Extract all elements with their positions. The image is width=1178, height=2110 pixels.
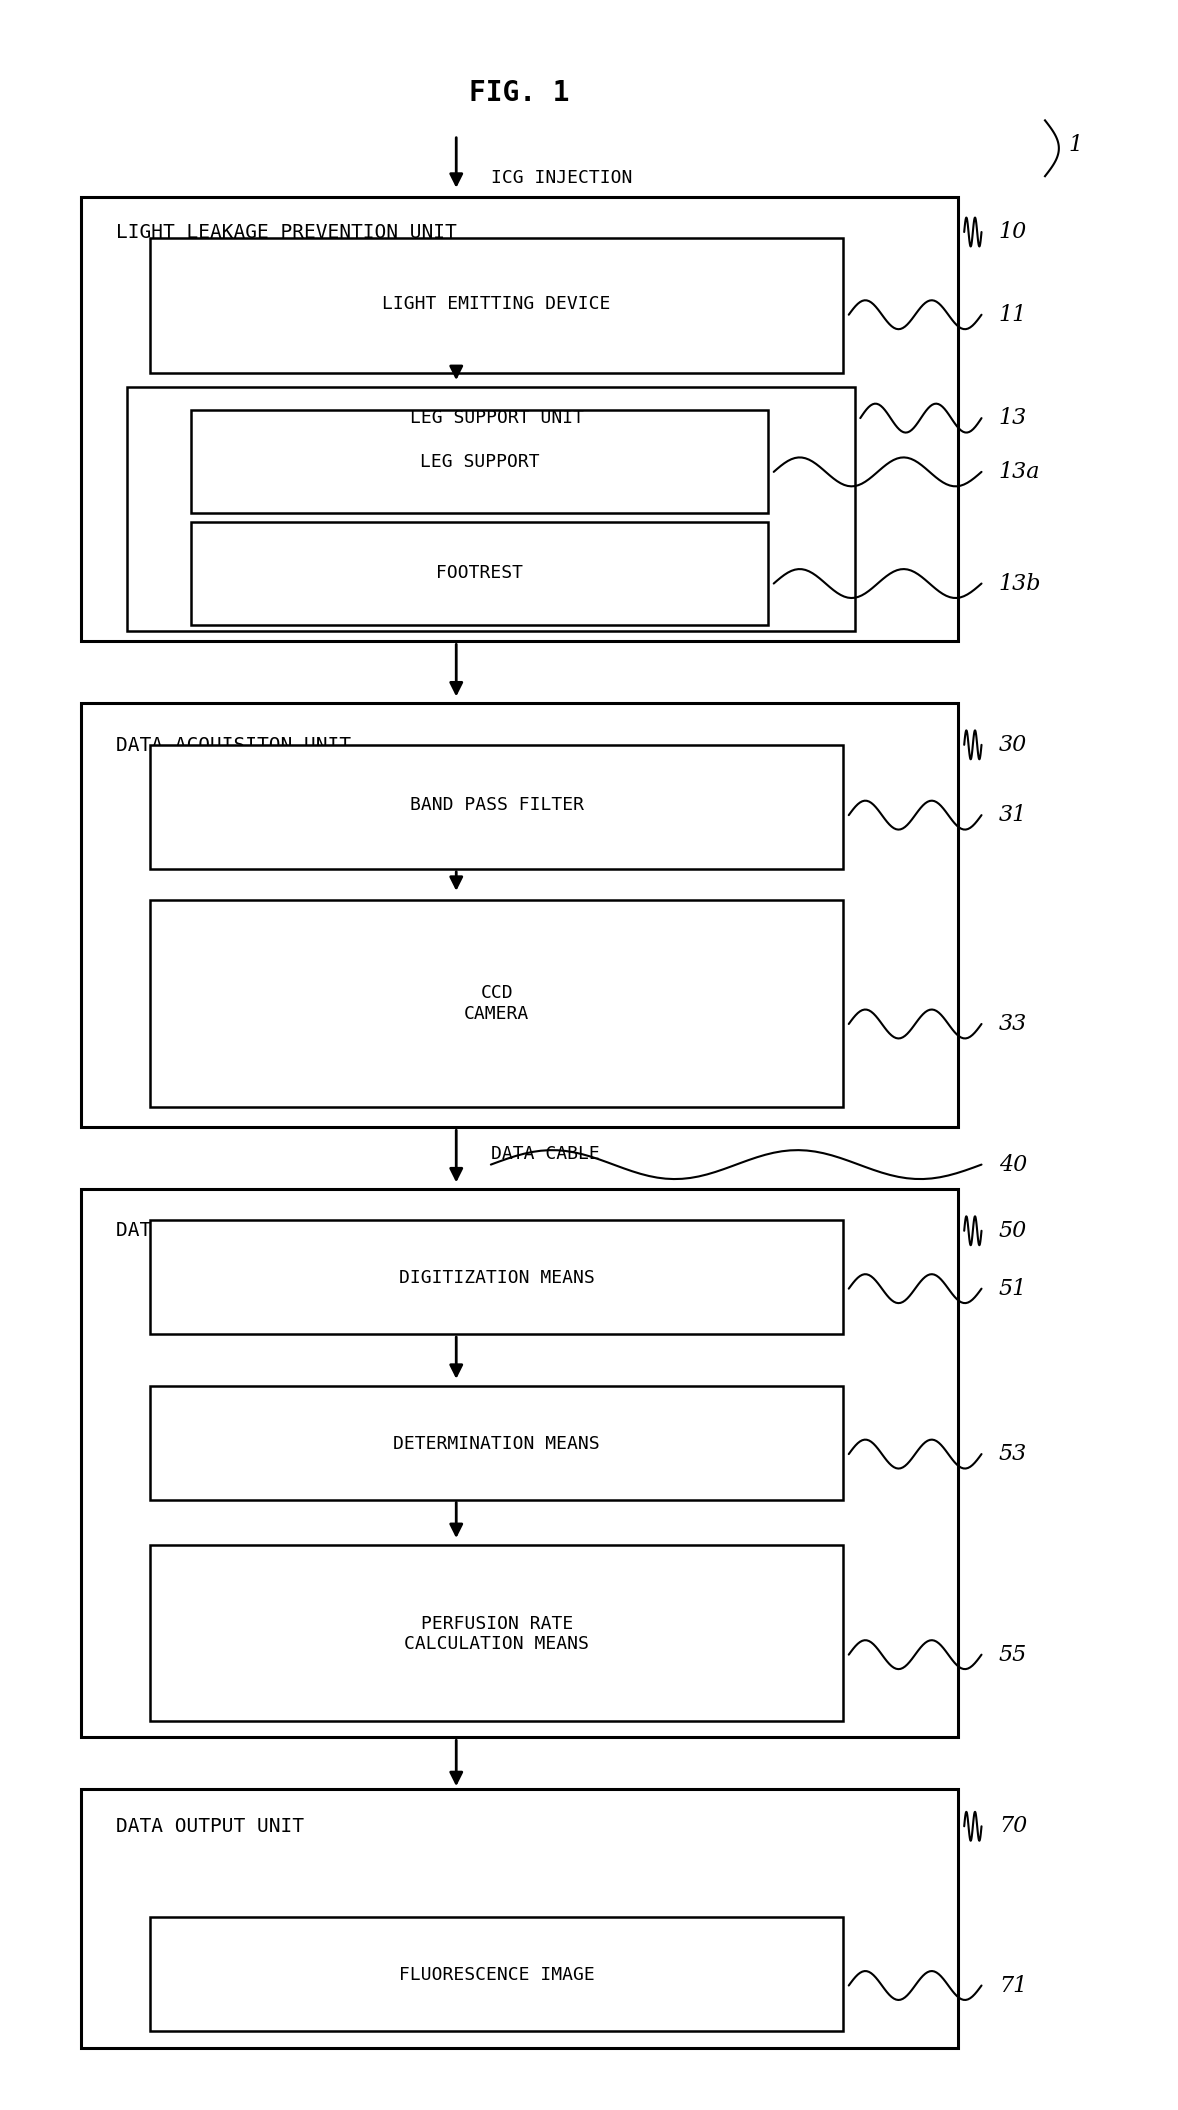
Text: DATA OUTPUT UNIT: DATA OUTPUT UNIT <box>115 1817 304 1836</box>
Text: 13b: 13b <box>999 572 1041 595</box>
Text: 31: 31 <box>999 804 1027 827</box>
Text: 1: 1 <box>1068 135 1083 156</box>
Text: 71: 71 <box>999 1975 1027 1996</box>
Text: LIGHT LEAKAGE PREVENTION UNIT: LIGHT LEAKAGE PREVENTION UNIT <box>115 222 456 241</box>
Text: 13: 13 <box>999 407 1027 428</box>
Text: LEG SUPPORT UNIT: LEG SUPPORT UNIT <box>410 409 583 426</box>
Text: 30: 30 <box>999 734 1027 755</box>
Text: LIGHT EMITTING DEVICE: LIGHT EMITTING DEVICE <box>383 295 611 314</box>
Bar <box>127 386 854 631</box>
Text: 11: 11 <box>999 304 1027 325</box>
Bar <box>191 521 768 625</box>
Bar <box>151 1545 843 1722</box>
Text: DIGITIZATION MEANS: DIGITIZATION MEANS <box>399 1270 595 1287</box>
Bar <box>151 1918 843 2032</box>
Bar <box>151 1220 843 1334</box>
Bar <box>81 1190 959 1737</box>
Bar <box>151 899 843 1106</box>
Text: FLUORESCENCE IMAGE: FLUORESCENCE IMAGE <box>399 1967 595 1983</box>
Text: DETERMINATION MEANS: DETERMINATION MEANS <box>393 1435 600 1454</box>
Bar <box>81 1789 959 2047</box>
Text: DATA CABLE: DATA CABLE <box>491 1146 600 1163</box>
Text: 51: 51 <box>999 1279 1027 1300</box>
Text: 10: 10 <box>999 222 1027 243</box>
Bar <box>151 745 843 869</box>
Text: 33: 33 <box>999 1013 1027 1036</box>
Text: ICG INJECTION: ICG INJECTION <box>491 169 633 188</box>
Bar <box>151 1386 843 1500</box>
Text: FIG. 1: FIG. 1 <box>470 80 570 108</box>
Bar <box>81 196 959 641</box>
Text: 50: 50 <box>999 1220 1027 1243</box>
Bar <box>191 409 768 513</box>
Text: PERFUSION RATE
CALCULATION MEANS: PERFUSION RATE CALCULATION MEANS <box>404 1614 589 1654</box>
Text: FOOTREST: FOOTREST <box>436 563 523 582</box>
Bar <box>151 238 843 373</box>
Text: 70: 70 <box>999 1815 1027 1838</box>
Text: BAND PASS FILTER: BAND PASS FILTER <box>410 795 583 814</box>
Text: 53: 53 <box>999 1443 1027 1464</box>
Text: LEG SUPPORT: LEG SUPPORT <box>419 452 540 471</box>
Text: 40: 40 <box>999 1154 1027 1175</box>
Text: DATA ACQUISITON UNIT: DATA ACQUISITON UNIT <box>115 734 351 755</box>
Text: DATA PROCESSING UNIT: DATA PROCESSING UNIT <box>115 1222 351 1241</box>
Text: 13a: 13a <box>999 460 1040 483</box>
Text: 55: 55 <box>999 1644 1027 1665</box>
Bar <box>81 703 959 1127</box>
Text: CCD
CAMERA: CCD CAMERA <box>464 983 529 1023</box>
